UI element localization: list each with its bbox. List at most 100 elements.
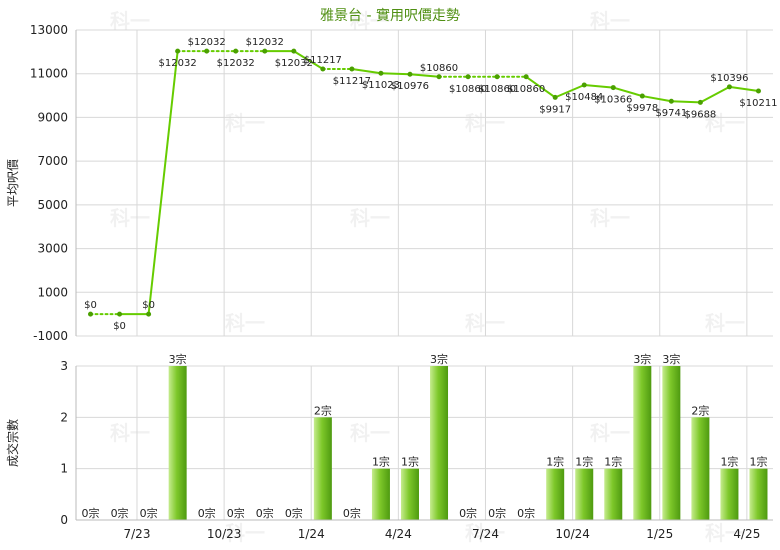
- watermark-text: 科一: [225, 111, 265, 135]
- watermark-text: 科一: [465, 521, 505, 545]
- price-line-segment: [670, 100, 702, 104]
- price-data-label: $10366: [594, 95, 632, 106]
- price-point: [146, 311, 152, 317]
- watermark-text: 科一: [590, 206, 630, 230]
- price-data-label: $10211: [739, 98, 777, 109]
- price-data-label: $10860: [449, 84, 487, 95]
- price-line-segment: [350, 67, 382, 75]
- price-data-label: $0: [84, 300, 97, 311]
- price-point: [436, 74, 442, 80]
- price-tick-label: 11000: [30, 67, 68, 81]
- price-data-label: $0: [142, 300, 155, 311]
- price-data-label: $9917: [539, 104, 571, 115]
- count-data-label: 0宗: [111, 506, 129, 520]
- price-data-label: $10860: [420, 63, 458, 74]
- count-data-label: 3宗: [430, 352, 448, 366]
- count-axis-label: 成交宗數: [5, 419, 20, 467]
- count-bar: [546, 468, 565, 520]
- count-bar: [720, 468, 739, 520]
- price-tick-label: 7000: [37, 154, 68, 168]
- count-bars: [168, 366, 768, 520]
- price-point: [262, 48, 268, 54]
- x-tick-label: 1/25: [646, 527, 673, 541]
- price-line-segment: [641, 95, 673, 103]
- watermark-text: 科一: [350, 9, 390, 33]
- price-point: [320, 66, 326, 72]
- price-data-label: $11023: [362, 80, 400, 91]
- price-line-segment: [699, 85, 731, 104]
- price-line-segment: [408, 73, 441, 78]
- price-line-segment: [583, 83, 615, 89]
- price-point: [233, 48, 239, 54]
- price-point: [291, 48, 297, 54]
- watermark-text: 科一: [110, 206, 150, 230]
- count-data-label: 2宗: [691, 403, 709, 417]
- x-tick-label: 10/24: [555, 527, 590, 541]
- count-data-label: 1宗: [401, 455, 419, 469]
- price-point: [581, 82, 587, 88]
- count-data-label: 1宗: [604, 455, 622, 469]
- chart-title: 雅景台 - 實用呎價走勢: [320, 7, 460, 24]
- price-point: [726, 84, 732, 90]
- x-tick-label: 1/24: [298, 527, 325, 541]
- count-tick-label: 0: [60, 513, 68, 527]
- price-panel-grid: [76, 29, 773, 337]
- count-data-label: 1宗: [372, 455, 390, 469]
- count-data-label: 0宗: [256, 506, 274, 520]
- count-data-label: 1宗: [749, 455, 767, 469]
- count-data-label: 0宗: [488, 506, 506, 520]
- watermark-text: 科一: [705, 521, 745, 545]
- watermark-text: 科一: [225, 311, 265, 335]
- price-point: [523, 74, 529, 80]
- count-bar: [168, 366, 187, 520]
- price-data-label: $0: [113, 321, 126, 332]
- price-data-label: $11217: [304, 55, 342, 66]
- price-point: [349, 66, 355, 72]
- price-point: [755, 88, 761, 94]
- price-data-label: $10976: [391, 81, 429, 92]
- watermark-text: 科一: [590, 421, 630, 445]
- price-tick-label: -1000: [33, 329, 68, 343]
- watermark-text: 科一: [110, 421, 150, 445]
- data-labels: $0$0$0$12032$12032$12032$12032$12032$112…: [82, 37, 778, 520]
- count-data-label: 0宗: [459, 506, 477, 520]
- count-data-label: 2宗: [314, 403, 332, 417]
- x-tick-label: 7/24: [472, 527, 499, 541]
- price-data-label: $9741: [655, 108, 687, 119]
- count-bar: [400, 468, 419, 520]
- x-tick-label: 4/25: [733, 527, 760, 541]
- price-point: [610, 85, 616, 91]
- count-data-label: 1宗: [546, 455, 564, 469]
- count-data-label: 1宗: [720, 455, 738, 469]
- count-data-label: 0宗: [517, 506, 535, 520]
- price-point: [378, 70, 384, 76]
- watermark-text: 科一: [225, 521, 265, 545]
- watermark-text: 科一: [705, 111, 745, 135]
- count-tick-label: 3: [60, 359, 68, 373]
- price-data-label: $11217: [333, 76, 371, 87]
- watermark-text: 科一: [705, 311, 745, 335]
- price-line-segment: [728, 85, 760, 92]
- price-point: [697, 99, 703, 105]
- price-data-label: $10484: [565, 92, 603, 103]
- price-data-label: $12032: [159, 58, 197, 69]
- price-tick-label: 3000: [37, 242, 68, 256]
- count-data-label: 3宗: [662, 352, 680, 366]
- count-bar: [604, 468, 623, 520]
- price-line-segment: [554, 83, 586, 99]
- count-bar: [749, 468, 768, 520]
- count-data-label: 3宗: [169, 352, 187, 366]
- price-data-label: $10860: [507, 84, 545, 95]
- price-point: [639, 93, 645, 99]
- count-data-label: 0宗: [285, 506, 303, 520]
- x-tick-label: 7/23: [124, 527, 151, 541]
- price-tick-label: 1000: [37, 285, 68, 299]
- watermark-text: 科一: [590, 9, 630, 33]
- price-line-segment: [147, 50, 179, 316]
- price-point: [407, 71, 413, 77]
- price-point: [175, 48, 181, 54]
- price-data-label: $10860: [478, 84, 516, 95]
- price-point: [552, 94, 558, 100]
- count-data-label: 0宗: [198, 506, 216, 520]
